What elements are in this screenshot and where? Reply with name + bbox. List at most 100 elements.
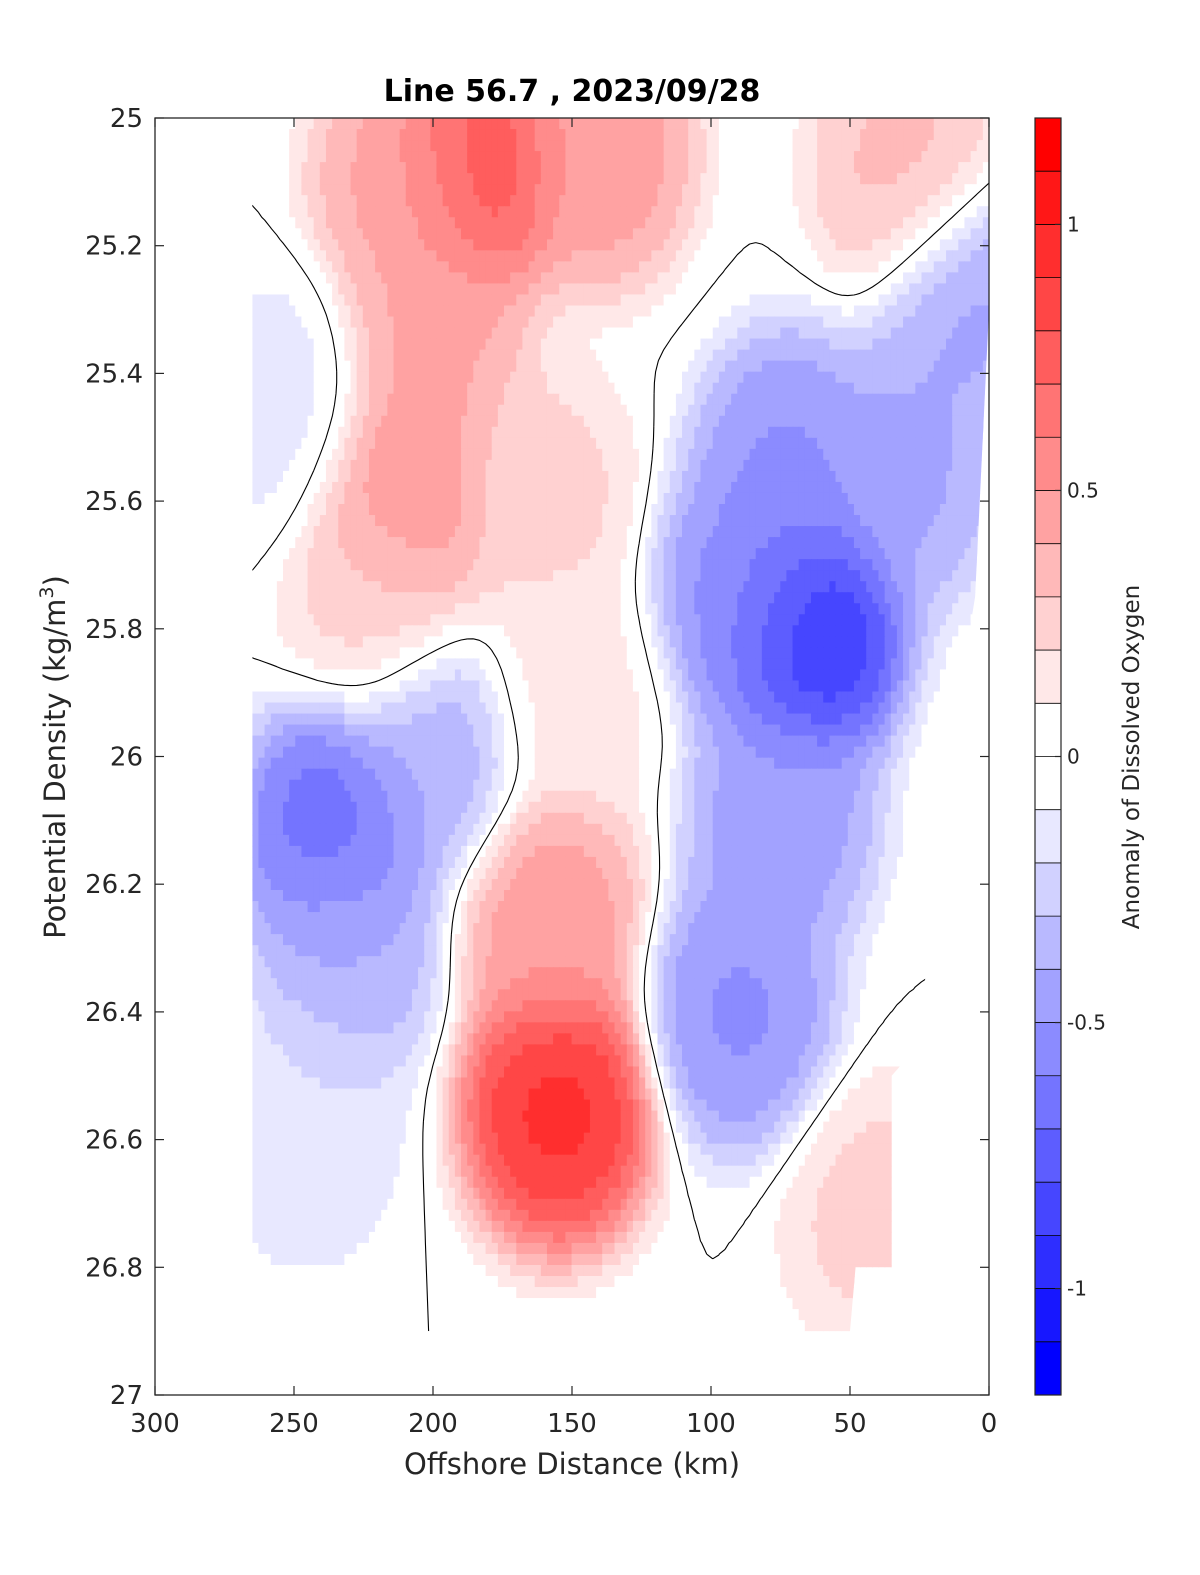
field-cell: [461, 459, 468, 472]
field-cell: [663, 250, 671, 262]
field-cell: [767, 118, 775, 130]
field-cell: [418, 382, 425, 395]
field-cell: [915, 437, 923, 450]
field-cell: [559, 118, 566, 130]
field-cell: [915, 448, 923, 461]
field-cell: [571, 294, 579, 307]
field-cell: [411, 316, 419, 329]
field-cell: [700, 261, 708, 273]
field-cell: [344, 217, 352, 229]
field-cell: [786, 239, 794, 251]
field-cell: [958, 173, 966, 185]
field-cell: [332, 129, 339, 141]
field-cell: [755, 437, 763, 450]
field-cell: [792, 327, 800, 340]
field-cell: [896, 151, 904, 163]
field-cell: [344, 481, 352, 494]
field-cell: [639, 415, 646, 428]
field-cell: [405, 492, 413, 505]
field-cell: [461, 548, 468, 560]
field-cell: [952, 492, 959, 505]
field-cell: [810, 349, 818, 362]
field-cell: [884, 118, 892, 130]
field-cell: [817, 393, 824, 406]
field-cell: [596, 250, 603, 262]
field-cell: [608, 371, 616, 384]
field-cell: [264, 305, 272, 318]
field-cell: [589, 129, 597, 141]
field-cell: [350, 382, 358, 395]
field-cell: [473, 118, 481, 130]
field-cell: [325, 459, 333, 472]
field-cell: [853, 195, 861, 207]
field-cell: [350, 437, 358, 450]
field-cell: [289, 338, 296, 351]
field-cell: [411, 250, 419, 262]
field-cell: [903, 316, 910, 329]
field-cell: [356, 349, 364, 362]
field-cell: [853, 481, 861, 494]
field-cell: [522, 548, 530, 560]
field-cell: [350, 559, 358, 571]
field-cell: [780, 206, 788, 218]
field-cell: [546, 140, 554, 152]
field-cell: [626, 470, 634, 483]
field-cell: [467, 250, 474, 262]
field-cell: [516, 316, 524, 329]
field-cell: [939, 272, 947, 285]
field-cell: [399, 360, 407, 373]
field-cell: [332, 162, 339, 174]
field-cell: [651, 305, 659, 318]
field-cell: [933, 250, 941, 262]
field-cell: [786, 559, 794, 571]
field-cell: [921, 426, 929, 439]
field-cell: [982, 118, 990, 130]
field-cell: [915, 426, 923, 439]
field-cell: [436, 283, 444, 296]
field-cell: [479, 393, 487, 406]
field-cell: [571, 548, 579, 560]
field-cell: [626, 173, 634, 185]
field-cell: [835, 537, 843, 549]
field-cell: [890, 492, 898, 505]
field-cell: [700, 217, 708, 229]
field-cell: [835, 283, 843, 296]
field-cell: [725, 272, 732, 285]
field-cell: [350, 548, 358, 560]
field-cell: [295, 393, 303, 406]
field-cell: [872, 371, 880, 384]
field-cell: [313, 349, 321, 362]
field-cell: [393, 504, 401, 516]
field-cell: [436, 162, 444, 174]
field-cell: [418, 415, 425, 428]
field-cell: [853, 459, 861, 472]
field-cell: [847, 261, 855, 273]
field-cell: [872, 217, 880, 229]
field-cell: [694, 129, 702, 141]
field-cell: [577, 294, 585, 307]
field-cell: [614, 371, 622, 384]
field-cell: [823, 459, 830, 472]
field-cell: [952, 261, 959, 273]
field-cell: [522, 129, 530, 141]
field-cell: [878, 206, 886, 218]
field-cell: [755, 504, 763, 516]
field-cell: [540, 371, 548, 384]
field-cell: [958, 118, 966, 130]
field-cell: [688, 327, 695, 340]
field-cell: [577, 261, 585, 273]
field-cell: [350, 195, 358, 207]
field-cell: [577, 559, 585, 571]
field-cell: [915, 349, 923, 362]
field-cell: [540, 437, 548, 450]
field-cell: [411, 239, 419, 251]
field-cell: [436, 371, 444, 384]
field-cell: [884, 349, 892, 362]
field-cell: [504, 448, 511, 461]
field-cell: [405, 426, 413, 439]
field-cell: [976, 459, 984, 472]
field-cell: [847, 459, 855, 472]
field-cell: [565, 570, 573, 582]
field-cell: [362, 393, 370, 406]
field-cell: [362, 239, 370, 251]
